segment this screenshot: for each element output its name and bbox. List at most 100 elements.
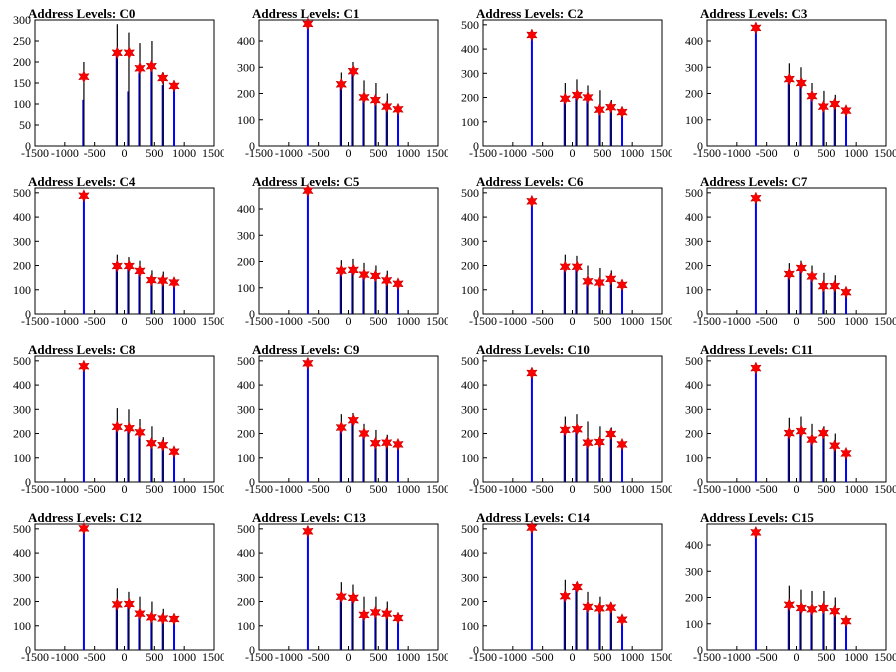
y-tick-label: 50 xyxy=(19,118,31,132)
x-tick-label: 0 xyxy=(570,314,576,328)
plot-frame xyxy=(482,187,663,315)
y-tick-label: 0 xyxy=(249,139,255,153)
peak-marker xyxy=(168,275,180,290)
chart-svg: Address Levels: C15 0 100 200 300 400 -1500 -10… xyxy=(685,510,896,664)
y-tick-label: 500 xyxy=(685,354,703,368)
y-tick-label: 400 xyxy=(685,538,703,552)
peak-marker xyxy=(380,607,393,621)
x-tick-label: 0 xyxy=(122,314,128,328)
peak-marker xyxy=(616,437,628,452)
y-tick-label: 400 xyxy=(13,378,31,392)
peak-marker xyxy=(145,59,158,73)
x-tick-label: -1000 xyxy=(275,650,303,664)
y-tick-label: 100 xyxy=(685,113,703,127)
peak-marker xyxy=(817,279,830,293)
x-tick-label: 0 xyxy=(794,482,800,496)
peak-marker xyxy=(335,77,348,91)
peak-marker xyxy=(145,436,158,450)
x-tick-label: -1500 xyxy=(245,146,273,160)
x-tick-label: -1500 xyxy=(245,482,273,496)
y-tick-label: 100 xyxy=(13,97,31,111)
y-tick-label: 100 xyxy=(461,283,479,297)
peak-marker xyxy=(604,272,617,286)
y-tick-label: 400 xyxy=(685,34,703,48)
peak-marker xyxy=(392,611,404,625)
x-tick-label: -1000 xyxy=(275,482,303,496)
peak-marker xyxy=(593,601,606,615)
plot-frame xyxy=(482,523,663,651)
y-tick-label: 100 xyxy=(461,115,479,129)
x-tick-label: 1000 xyxy=(396,482,420,496)
peak-marker xyxy=(134,425,146,439)
peak-marker xyxy=(582,274,594,288)
peak-marker xyxy=(347,591,360,605)
peak-marker xyxy=(358,426,370,441)
y-tick-label: 0 xyxy=(473,643,479,657)
peak-marker xyxy=(392,437,404,452)
x-tick-label: 1500 xyxy=(426,314,448,328)
y-tick-label: 0 xyxy=(25,475,31,489)
x-tick-label: -500 xyxy=(84,482,106,496)
x-tick-label: -1000 xyxy=(723,314,751,328)
chart-panel: Address Levels: C8 0 100 200 300 400 500 -1500-… xyxy=(0,336,224,504)
x-tick-label: -1500 xyxy=(245,314,273,328)
x-tick-label: 0 xyxy=(346,314,352,328)
y-tick-label: 400 xyxy=(13,210,31,224)
y-tick-label: 300 xyxy=(461,66,479,80)
peak-marker xyxy=(795,76,808,90)
x-tick-label: 1500 xyxy=(650,650,672,664)
x-tick-label: 1500 xyxy=(650,314,672,328)
y-tick-label: 200 xyxy=(461,259,479,273)
y-tick-label: 400 xyxy=(461,210,479,224)
plot-frame xyxy=(482,355,663,483)
x-tick-label: 1000 xyxy=(620,650,644,664)
x-tick-label: 500 xyxy=(369,146,387,160)
chart-panel: Address Levels: C4 0 100 200 300 400 500 -1500-… xyxy=(0,168,224,336)
y-tick-label: 0 xyxy=(25,307,31,321)
y-tick-label: 0 xyxy=(697,643,703,657)
y-tick-label: 100 xyxy=(237,113,255,127)
chart-title: Address Levels: C6 xyxy=(476,174,584,189)
peak-marker xyxy=(526,28,538,42)
x-tick-label: 1000 xyxy=(172,650,196,664)
x-tick-label: -500 xyxy=(308,482,330,496)
y-tick-label: 300 xyxy=(461,402,479,416)
chart-svg: Address Levels: C90100200300400500-1500-… xyxy=(237,342,448,496)
y-tick-label: 500 xyxy=(13,354,31,368)
chart-title: Address Levels: C12 xyxy=(28,510,142,525)
chart-panel: Address Levels: C11 0 100 200 300 400 500 -1500… xyxy=(672,336,896,504)
y-tick-label: 0 xyxy=(249,307,255,321)
x-tick-label: -1500 xyxy=(469,650,497,664)
chart-svg: Address Levels: C11 0 100 200 300 400 500 -1500… xyxy=(685,342,896,496)
peak-marker xyxy=(369,269,382,283)
peak-marker xyxy=(571,260,584,274)
y-tick-label: 300 xyxy=(685,564,703,578)
y-tick-label: 100 xyxy=(685,283,703,297)
x-tick-label: 500 xyxy=(593,482,611,496)
peak-marker xyxy=(582,436,594,450)
x-tick-label: -500 xyxy=(308,314,330,328)
peak-marker xyxy=(123,597,136,611)
peak-marker xyxy=(358,608,370,622)
x-tick-label: 500 xyxy=(817,650,835,664)
x-tick-label: -500 xyxy=(308,146,330,160)
y-tick-label: 100 xyxy=(237,451,255,465)
x-tick-label: -1000 xyxy=(51,314,79,328)
chart-panel: Address Levels: C2 0 100 200 300 400 500 -1500-… xyxy=(448,0,672,168)
peak-marker xyxy=(806,602,818,616)
plot-frame xyxy=(258,187,439,315)
x-tick-label: -1500 xyxy=(469,314,497,328)
x-tick-label: -1500 xyxy=(21,650,49,664)
peak-marker xyxy=(347,263,360,277)
y-tick-label: 150 xyxy=(13,76,31,90)
y-tick-label: 100 xyxy=(685,617,703,631)
peak-marker xyxy=(582,600,594,614)
peak-marker xyxy=(604,100,617,114)
x-tick-label: -500 xyxy=(532,146,554,160)
y-tick-label: 500 xyxy=(237,354,255,368)
y-tick-label: 400 xyxy=(237,546,255,560)
peak-marker xyxy=(593,103,606,117)
x-tick-label: 0 xyxy=(122,146,128,160)
peak-marker xyxy=(78,359,90,373)
x-tick-label: 500 xyxy=(145,146,163,160)
